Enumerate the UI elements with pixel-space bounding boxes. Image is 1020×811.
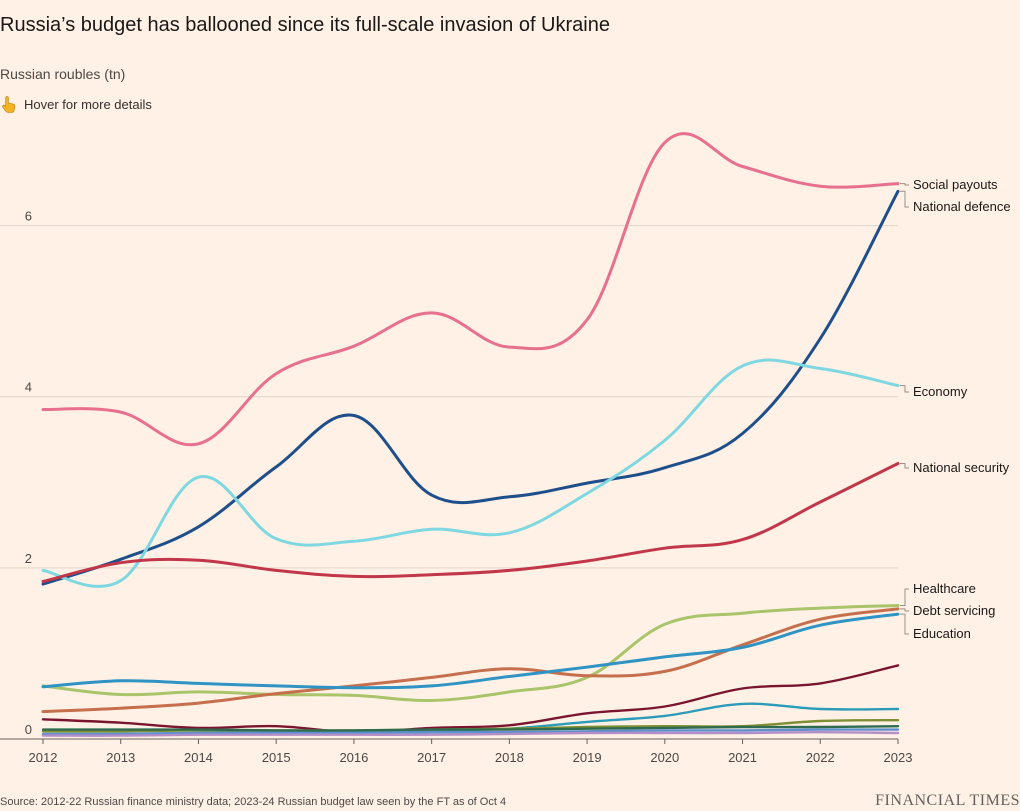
- x-tick-label: 2017: [417, 750, 446, 765]
- series-label-national-defence: National defence: [913, 199, 1011, 214]
- label-connector: [900, 183, 909, 186]
- series-line-healthcare[interactable]: [41, 604, 900, 703]
- series-label-healthcare: Healthcare: [913, 581, 976, 596]
- x-tick-label: 2018: [495, 750, 524, 765]
- series-line-social-payouts[interactable]: [41, 132, 900, 447]
- x-tick-label: 2019: [573, 750, 602, 765]
- series-label-education: Education: [913, 626, 971, 641]
- series-label-debt-servicing: Debt servicing: [913, 603, 995, 618]
- series-labels: Social payouts National defence Economy Nat…: [900, 177, 1011, 641]
- x-tick-label: 2016: [339, 750, 368, 765]
- series-line-other-7[interactable]: [41, 664, 900, 734]
- source-note: Source: 2012-22 Russian finance ministry…: [0, 796, 507, 808]
- series-line-other-12[interactable]: [41, 731, 900, 737]
- chart-title: Russia’s budget has ballooned since its …: [0, 14, 610, 36]
- x-tick-label: 2022: [806, 750, 835, 765]
- x-tick-label: 2023: [884, 750, 913, 765]
- y-axis: 0 2 4 6: [25, 209, 32, 737]
- label-connector: [900, 613, 909, 635]
- line-chart: 0 2 4 6 2012 2013 2014 2015 2016 2017 2018 2019 202…: [0, 132, 1011, 765]
- x-tick-label: 2021: [728, 750, 757, 765]
- series-label-national-security: National security: [913, 460, 1010, 475]
- hover-hint-text: Hover for more details: [24, 96, 152, 112]
- x-tick-label: 2020: [650, 750, 679, 765]
- series-line-education[interactable]: [41, 612, 900, 690]
- series-label-economy: Economy: [913, 384, 968, 399]
- gridlines: [0, 225, 898, 569]
- series-line-national-defence[interactable]: [41, 189, 900, 586]
- x-axis: 2012 2013 2014 2015 2016 2017 2018 2019 2020 2021…: [0, 738, 913, 765]
- series-line-economy[interactable]: [41, 358, 900, 588]
- hover-hint: Hover for more details: [0, 95, 152, 113]
- x-tick-label: 2015: [262, 750, 291, 765]
- label-connector: [900, 608, 909, 612]
- series-label-social-payouts: Social payouts: [913, 177, 998, 192]
- series-line-other-11[interactable]: [41, 728, 900, 736]
- chart-subtitle: Russian roubles (tn): [0, 66, 126, 82]
- y-tick-label: 4: [25, 380, 32, 395]
- brand-logo: FINANCIAL TIMES: [875, 792, 1020, 809]
- series-line-other-10[interactable]: [41, 725, 900, 732]
- label-connector: [900, 588, 909, 606]
- series-lines[interactable]: [41, 132, 900, 737]
- x-tick-label: 2013: [106, 750, 135, 765]
- x-tick-label: 2014: [184, 750, 213, 765]
- y-tick-label: 2: [25, 551, 32, 566]
- series-line-national-security[interactable]: [41, 462, 900, 583]
- series-line-debt-servicing[interactable]: [41, 607, 900, 714]
- label-connector: [900, 190, 909, 208]
- pointing-hand-icon: [2, 96, 16, 113]
- label-connector: [900, 463, 909, 469]
- label-connector: [900, 385, 909, 393]
- x-tick-label: 2012: [29, 750, 58, 765]
- y-tick-label: 6: [25, 209, 32, 224]
- y-tick-label: 0: [25, 722, 32, 737]
